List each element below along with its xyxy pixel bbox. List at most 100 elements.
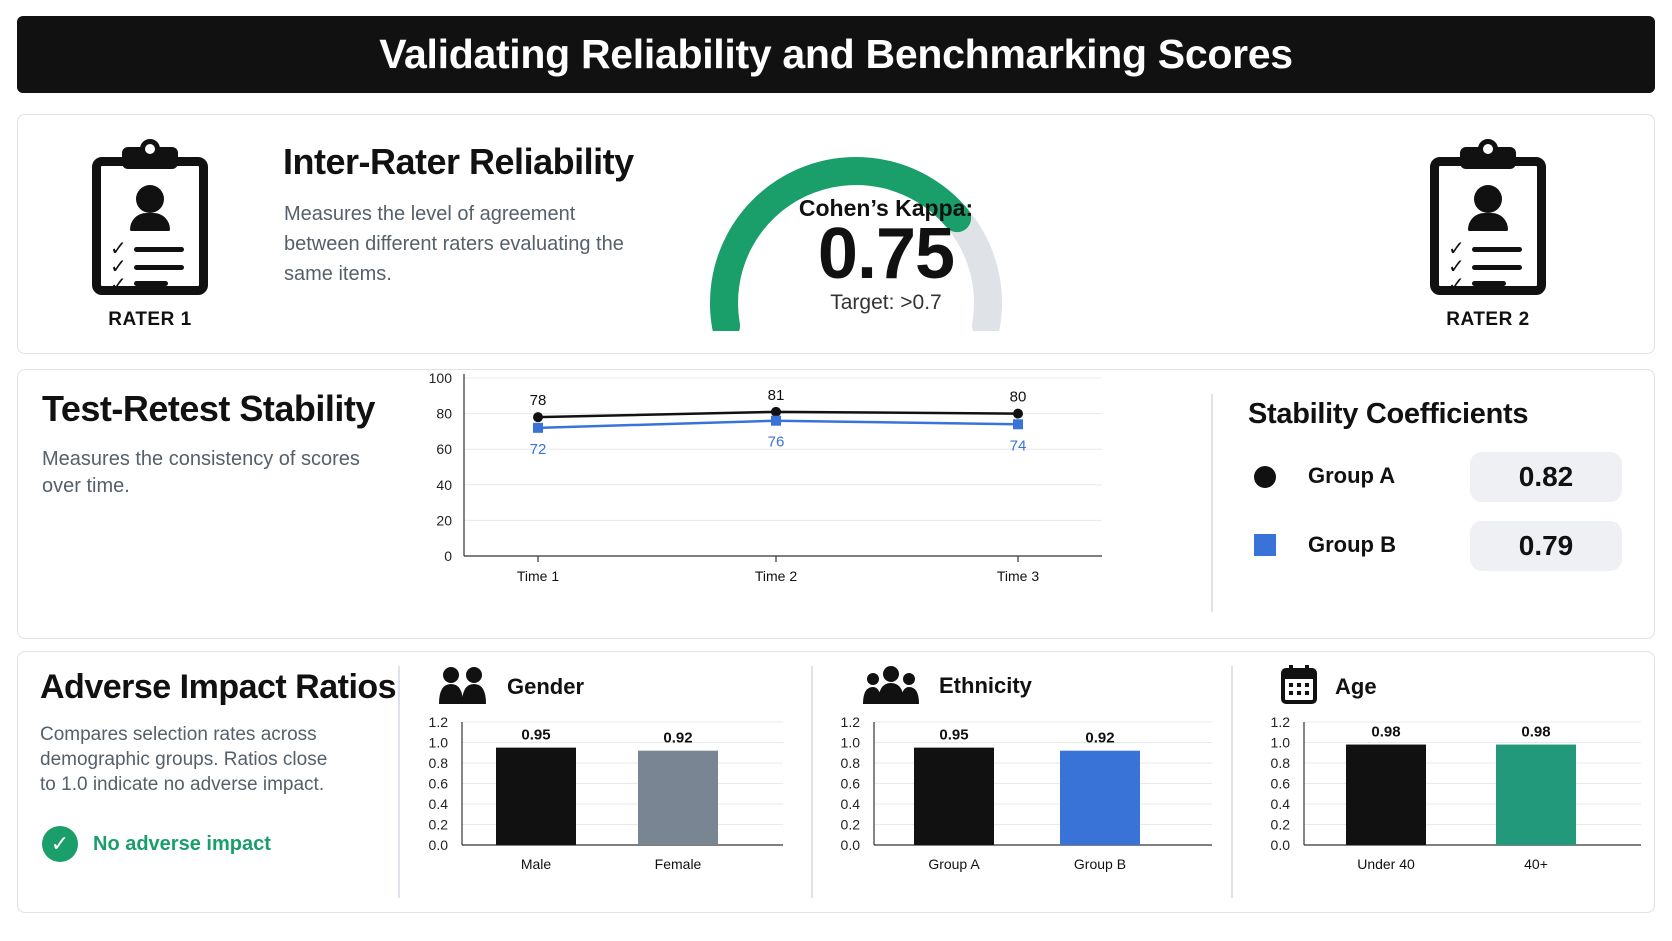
data-point [533, 412, 543, 423]
gender-bar-chart: 0.0 0.2 0.4 0.6 0.8 1.0 1.2 0.95 Male 0.92 Female [429, 714, 783, 872]
y-tick-label: 1.0 [429, 735, 449, 751]
inter-rater-title: Inter-Rater Reliability [283, 141, 634, 182]
gauge-fill [710, 157, 972, 331]
bar [1496, 744, 1576, 845]
y-tick-label: 0.4 [429, 796, 449, 812]
adverse-impact-panel: Adverse Impact Ratios Compares selection… [17, 651, 1655, 913]
x-tick-label: Under 40 [1357, 856, 1415, 872]
y-tick-label: 60 [436, 441, 452, 457]
adverse-status-text: No adverse impact [93, 832, 271, 855]
x-tick-label: Male [521, 856, 552, 872]
inter-rater-panel: ✓ ✓ ✓ RATER 1 Inter-Rater Reliability Me… [17, 114, 1655, 354]
rater-2-label: RATER 2 [1446, 309, 1530, 330]
calendar-icon [1281, 665, 1317, 704]
clipboard-icon: ✓ ✓ ✓ [88, 139, 212, 299]
bar-value-label: 0.92 [663, 730, 692, 747]
age-bar-chart: 0.0 0.2 0.4 0.6 0.8 1.0 1.2 0.98 Under 40 0.98 40+ [1271, 714, 1641, 872]
data-label: 78 [530, 392, 547, 409]
y-tick-label: 1.0 [841, 735, 861, 751]
data-label: 80 [1010, 389, 1027, 406]
kappa-target: Target: >0.7 [830, 291, 942, 314]
people-icon [439, 667, 486, 704]
y-tick-label: 1.2 [841, 714, 861, 730]
bar-value-label: 0.95 [521, 727, 550, 744]
y-tick-label: 0.4 [1271, 796, 1291, 812]
y-tick-label: 1.0 [1271, 735, 1291, 751]
inter-rater-description: Measures the level of agreement between … [284, 203, 624, 285]
page-title: Validating Reliability and Benchmarking … [379, 31, 1293, 77]
test-retest-line-chart: 0 20 40 60 80 100 Time 1 Time 2 Time 3 78 81 80 72 76… [429, 370, 1102, 584]
y-tick-label: 0.8 [841, 755, 861, 771]
y-tick-label: 100 [429, 370, 453, 386]
y-tick-label: 20 [436, 512, 452, 528]
bar-value-label: 0.95 [939, 727, 968, 744]
group-icon [863, 666, 919, 704]
bar [1346, 744, 1426, 845]
section-divider [1231, 666, 1233, 898]
data-point [771, 406, 781, 417]
y-tick-label: 0.0 [1271, 837, 1291, 853]
data-label: 74 [1010, 437, 1027, 454]
ethnicity-title: Ethnicity [939, 673, 1032, 698]
group-b-name: Group B [1308, 532, 1396, 557]
test-retest-panel: Test-Retest Stability Measures the consi… [17, 369, 1655, 639]
data-point [1013, 419, 1023, 430]
adverse-status: ✓ No adverse impact [42, 826, 271, 862]
data-point [533, 422, 543, 433]
y-tick-label: 0.0 [841, 837, 861, 853]
bar [496, 747, 576, 845]
y-tick-label: 0.6 [841, 776, 861, 792]
y-tick-label: 1.2 [1271, 714, 1291, 730]
y-tick-label: 0.6 [429, 776, 449, 792]
kappa-value: 0.75 [817, 214, 955, 294]
data-label: 76 [768, 434, 785, 451]
x-tick-label: 40+ [1524, 856, 1548, 872]
y-tick-label: 0.6 [1271, 776, 1291, 792]
x-tick-label: Time 2 [755, 568, 797, 584]
check-circle-icon: ✓ [42, 826, 78, 862]
data-label: 81 [768, 387, 785, 404]
x-tick-label: Group A [928, 856, 980, 872]
rater-1-label: RATER 1 [108, 309, 192, 330]
y-tick-label: 0.0 [429, 837, 449, 853]
y-tick-label: 0 [444, 548, 452, 564]
adverse-impact-title: Adverse Impact Ratios [40, 668, 397, 706]
stability-coefficients-title: Stability Coefficients [1248, 398, 1529, 430]
data-point [1013, 408, 1023, 419]
bar-value-label: 0.92 [1085, 730, 1114, 747]
x-tick-label: Group B [1074, 856, 1126, 872]
test-retest-title: Test-Retest Stability [42, 388, 375, 429]
kappa-gauge [710, 157, 1002, 331]
group-a-marker [1254, 466, 1276, 488]
y-tick-label: 0.2 [841, 817, 861, 833]
data-point [771, 415, 781, 426]
y-tick-label: 0.8 [429, 755, 449, 771]
group-b-marker [1254, 534, 1276, 556]
x-tick-label: Female [655, 856, 702, 872]
title-bar: Validating Reliability and Benchmarking … [17, 16, 1655, 93]
y-tick-label: 0.2 [429, 817, 449, 833]
bar [914, 747, 994, 845]
y-tick-label: 80 [436, 406, 452, 422]
y-tick-label: 0.8 [1271, 755, 1291, 771]
bar-value-label: 0.98 [1371, 724, 1400, 741]
y-tick-label: 0.2 [1271, 817, 1291, 833]
clipboard-icon: ✓ ✓ ✓ [1426, 139, 1550, 299]
bar [638, 750, 718, 845]
y-tick-label: 0.4 [841, 796, 861, 812]
adverse-impact-description: Compares selection rates across demograp… [40, 724, 328, 795]
kappa-label: Cohen’s Kappa: [798, 195, 974, 221]
x-tick-label: Time 1 [517, 568, 559, 584]
group-a-coefficient: 0.82 [1470, 452, 1622, 502]
gender-title: Gender [507, 674, 585, 699]
bar [1060, 750, 1140, 845]
group-a-name: Group A [1308, 463, 1396, 488]
group-b-coefficient: 0.79 [1470, 521, 1622, 571]
test-retest-description: Measures the consistency of scores over … [42, 448, 360, 497]
bar-value-label: 0.98 [1521, 724, 1550, 741]
y-tick-label: 1.2 [429, 714, 449, 730]
ethnicity-bar-chart: 0.0 0.2 0.4 0.6 0.8 1.0 1.2 0.95 Group A 0.92 Grou… [841, 714, 1212, 872]
section-divider [1211, 394, 1213, 612]
age-title: Age [1335, 674, 1377, 699]
x-tick-label: Time 3 [997, 568, 1039, 584]
